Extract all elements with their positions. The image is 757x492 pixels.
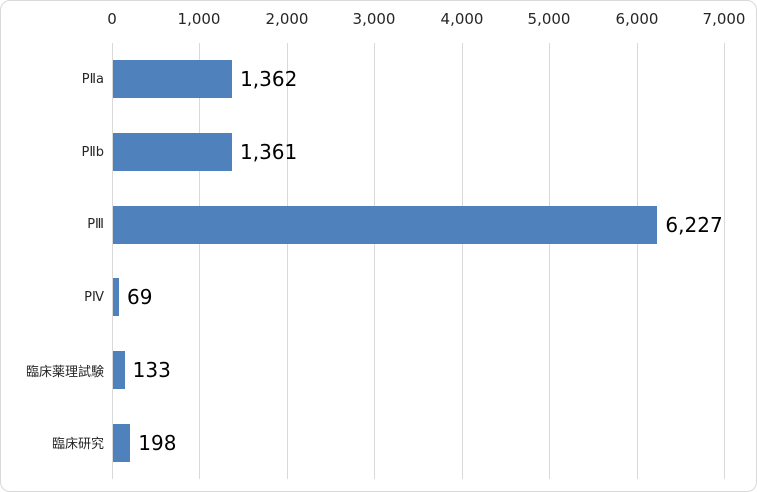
value-label: 1,361 — [239, 140, 298, 164]
bar-row: 臨床薬理試験 133 — [1, 334, 756, 407]
gridline — [461, 43, 463, 479]
category-label: PⅡa — [81, 71, 104, 87]
gridline — [112, 43, 113, 479]
x-axis-tick-label: 1,000 — [177, 10, 221, 28]
category-label: PⅣ — [84, 289, 104, 305]
bar — [113, 351, 125, 390]
bar-row: PⅣ 69 — [1, 261, 756, 334]
x-axis-tick-label: 2,000 — [265, 10, 309, 28]
plot-area-gridlines — [112, 43, 725, 479]
bar — [113, 423, 131, 462]
value-label: 133 — [132, 358, 171, 383]
bar — [113, 205, 658, 244]
x-axis: 0 1,000 2,000 3,000 4,000 5,000 6,000 7,… — [1, 1, 756, 41]
value-label: 69 — [127, 285, 153, 310]
value-label: 6,227 — [665, 212, 723, 237]
x-axis-tick-label: 4,000 — [440, 10, 484, 28]
bar-row: PⅡa 1,362 — [1, 43, 756, 116]
bar-track: 69 — [113, 278, 725, 317]
plot-area: PⅡa 1,362 PⅡb 1,361 PⅢ 6,227 PⅣ — [1, 43, 756, 479]
category-label: PⅢ — [87, 217, 104, 233]
gridline — [199, 43, 201, 479]
bar-row: PⅡb 1,361 — [1, 116, 756, 189]
category-label: PⅡb — [81, 144, 105, 160]
bar-row: PⅢ 6,227 — [1, 188, 756, 261]
category-label: 臨床研究 — [51, 437, 104, 453]
value-label: 198 — [138, 430, 177, 455]
gridline — [549, 43, 551, 479]
bar-row: 臨床研究 198 — [1, 406, 756, 479]
x-axis-tick-label: 3,000 — [352, 10, 396, 28]
bar-track: 133 — [113, 351, 725, 390]
gridline — [374, 43, 376, 479]
value-label: 1,362 — [240, 67, 298, 92]
bar-track: 198 — [113, 423, 725, 462]
bar — [113, 278, 120, 317]
gridline — [286, 43, 288, 479]
bar-track: 1,361 — [113, 133, 725, 171]
bar — [113, 133, 232, 171]
gridline — [636, 43, 638, 479]
x-axis-tick-label: 5,000 — [527, 10, 571, 28]
category-label: 臨床薬理試験 — [25, 364, 104, 380]
bar — [113, 60, 233, 99]
x-axis-tick-label: 6,000 — [615, 10, 659, 28]
gridline — [724, 43, 725, 479]
bar-track: 6,227 — [113, 205, 725, 244]
x-axis-tick-label: 0 — [107, 10, 117, 28]
x-axis-tick-label: 7,000 — [702, 10, 746, 28]
bar-track: 1,362 — [113, 60, 725, 99]
